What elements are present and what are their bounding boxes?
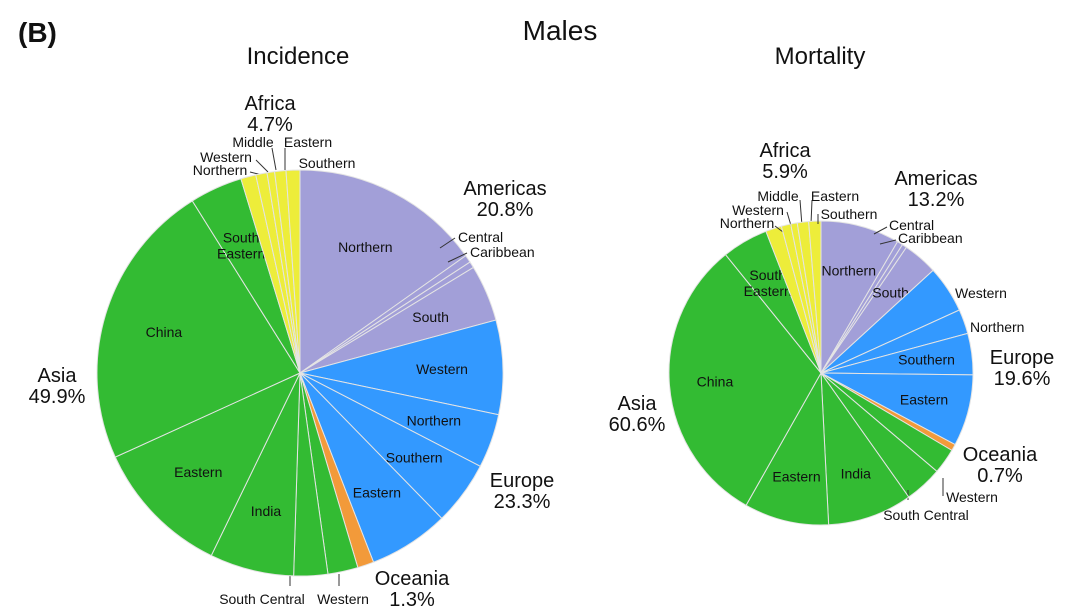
region-label-americas: Americas (894, 168, 977, 190)
slice-label-africa-southern: Southern (299, 155, 356, 171)
slice-label-americas-caribbean: Caribbean (470, 244, 535, 260)
region-percent-europe: 23.3% (494, 491, 551, 513)
slice-label-asia-western: Western (946, 489, 998, 505)
pie-slice-europe-western (299, 319, 504, 416)
region-percent-americas: 20.8% (477, 199, 534, 221)
region-percent-africa: 5.9% (762, 161, 808, 183)
pie-slice-asia-china (96, 200, 301, 458)
region-label-asia: Asia (618, 393, 658, 415)
figure-title: Males (523, 15, 598, 46)
slice-label-americas-south: South (872, 285, 909, 301)
slice-label-africa-western: Western (732, 202, 784, 218)
leader-line (439, 237, 456, 249)
slice-label-africa-eastern: Eastern (811, 188, 859, 204)
pie-slice-africa-southern (285, 169, 301, 374)
slice-label-europe-eastern: Eastern (353, 484, 401, 500)
region-label-africa: Africa (759, 140, 811, 162)
slice-label-asia-south-central: South Central (219, 591, 305, 607)
slice-label-africa-eastern: Eastern (284, 134, 332, 150)
region-label-asia: Asia (38, 365, 78, 387)
slice-label-asia-china: China (146, 324, 183, 340)
leader-line (447, 252, 468, 263)
pie-slice-asia-india (820, 371, 910, 526)
region-label-europe: Europe (990, 347, 1055, 369)
slice-label-africa-northern: Northern (720, 215, 774, 231)
region-percent-europe: 19.6% (994, 368, 1051, 390)
leader-line (774, 225, 784, 233)
slice-label-asia-south-eastern: South Eastern (744, 267, 792, 299)
slice-label-asia-china: China (697, 374, 734, 390)
panel-label: (B) (18, 17, 57, 48)
slice-label-americas-south: South (412, 309, 449, 325)
region-label-americas: Americas (463, 178, 546, 200)
region-percent-asia: 60.6% (609, 414, 666, 436)
slice-label-americas-northern: Northern (338, 239, 392, 255)
slice-label-americas-northern: Northern (822, 262, 876, 278)
region-percent-oceania: 1.3% (389, 589, 435, 611)
region-percent-americas: 13.2% (908, 189, 965, 211)
region-percent-africa: 4.7% (247, 114, 293, 136)
slice-label-africa-northern: Northern (193, 162, 247, 178)
slice-label-africa-middle: Middle (232, 134, 273, 150)
slice-label-americas-central: Central (458, 229, 503, 245)
region-label-oceania: Oceania (375, 568, 450, 590)
slice-label-europe-southern: Southern (386, 450, 443, 466)
slice-label-asia-western: Western (317, 591, 369, 607)
slice-label-africa-middle: Middle (757, 188, 798, 204)
incidence-title: Incidence (247, 43, 350, 70)
leader-line (810, 199, 813, 225)
slice-label-europe-eastern: Eastern (900, 391, 948, 407)
leader-line (879, 239, 897, 245)
region-label-europe: Europe (490, 470, 555, 492)
slice-label-europe-western: Western (955, 285, 1007, 301)
leader-line (271, 147, 277, 171)
slice-label-asia-south-central: South Central (883, 507, 969, 523)
pie-slice-africa-southern (808, 220, 822, 374)
pie-slice-americas-northern (299, 169, 467, 374)
region-percent-oceania: 0.7% (977, 465, 1023, 487)
slice-label-europe-western: Western (416, 361, 468, 377)
leader-line (873, 226, 888, 235)
slice-label-europe-northern: Northern (970, 319, 1024, 335)
slice-label-africa-western: Western (200, 149, 252, 165)
region-label-africa: Africa (244, 93, 296, 115)
leader-line (799, 199, 803, 227)
slice-label-asia-eastern: Eastern (174, 464, 222, 480)
slice-label-asia-eastern: Eastern (772, 469, 820, 485)
slice-label-asia-india: India (841, 466, 872, 482)
slice-label-africa-southern: Southern (821, 206, 878, 222)
slice-label-americas-central: Central (889, 217, 934, 233)
pie-slice-asia-china (668, 253, 822, 506)
slice-label-europe-southern: Southern (898, 352, 955, 368)
pie-slice-asia-eastern (114, 371, 302, 557)
region-label-oceania: Oceania (963, 444, 1038, 466)
region-percent-asia: 49.9% (29, 386, 86, 408)
slice-label-americas-caribbean: Caribbean (898, 230, 963, 246)
slice-label-europe-northern: Northern (407, 413, 461, 429)
slice-label-asia-south-eastern: South Eastern (217, 230, 265, 262)
slice-label-asia-india: India (251, 503, 282, 519)
leader-line (255, 159, 269, 173)
mortality-title: Mortality (775, 43, 866, 70)
pie-slice-asia-eastern (745, 371, 830, 526)
